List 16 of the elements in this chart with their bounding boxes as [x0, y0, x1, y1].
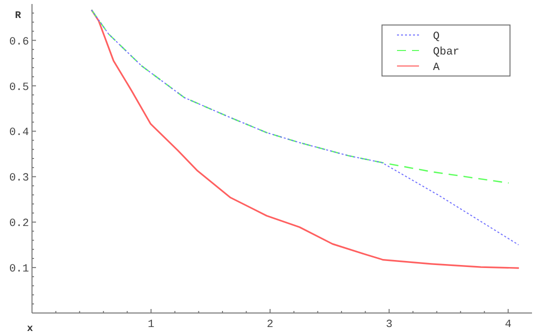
legend-label: A — [433, 62, 440, 74]
x-axis-title: x — [26, 324, 34, 334]
y-tick-label: 0.5 — [9, 82, 29, 94]
y-axis-title: R — [14, 11, 22, 22]
x-tick-label: 1 — [148, 319, 155, 331]
x-tick-label: 4 — [504, 319, 512, 331]
x-tick-label: 2 — [266, 319, 274, 331]
y-tick-label: 0.4 — [9, 127, 30, 140]
y-tick-label: 0.3 — [9, 172, 29, 185]
y-tick-label: 0.1 — [9, 264, 30, 276]
x-tick-label: 3 — [386, 319, 392, 331]
y-tick-label: 0.6 — [9, 36, 29, 48]
line-series — [90, 9, 510, 184]
y-tick-label: 0.2 — [9, 218, 29, 230]
legend-label: Qbar — [433, 46, 460, 58]
legend-label: Q — [433, 31, 440, 43]
